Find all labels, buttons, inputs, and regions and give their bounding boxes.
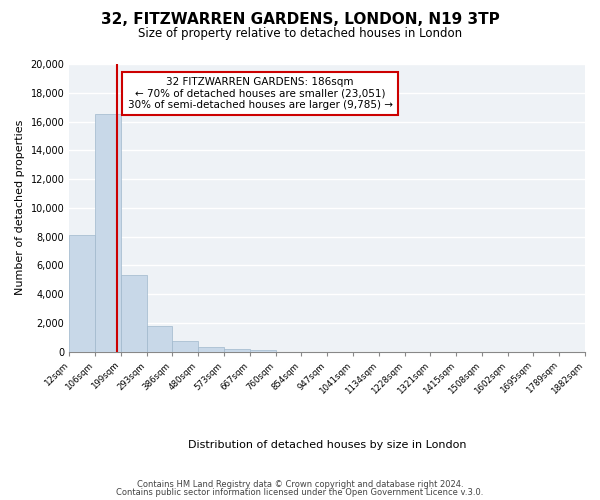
Bar [224,350,250,352]
Bar [121,276,146,351]
Bar [198,348,224,352]
Text: 32, FITZWARREN GARDENS, LONDON, N19 3TP: 32, FITZWARREN GARDENS, LONDON, N19 3TP [101,12,499,28]
Bar [146,326,172,351]
Text: Contains public sector information licensed under the Open Government Licence v.: Contains public sector information licen… [116,488,484,497]
Y-axis label: Number of detached properties: Number of detached properties [15,120,25,296]
X-axis label: Distribution of detached houses by size in London: Distribution of detached houses by size … [188,440,466,450]
Bar [250,350,275,352]
Bar [95,114,121,352]
Text: 32 FITZWARREN GARDENS: 186sqm
← 70% of detached houses are smaller (23,051)
30% : 32 FITZWARREN GARDENS: 186sqm ← 70% of d… [128,77,392,110]
Bar [69,235,95,352]
Text: Size of property relative to detached houses in London: Size of property relative to detached ho… [138,28,462,40]
Bar [172,341,198,351]
Text: Contains HM Land Registry data © Crown copyright and database right 2024.: Contains HM Land Registry data © Crown c… [137,480,463,489]
